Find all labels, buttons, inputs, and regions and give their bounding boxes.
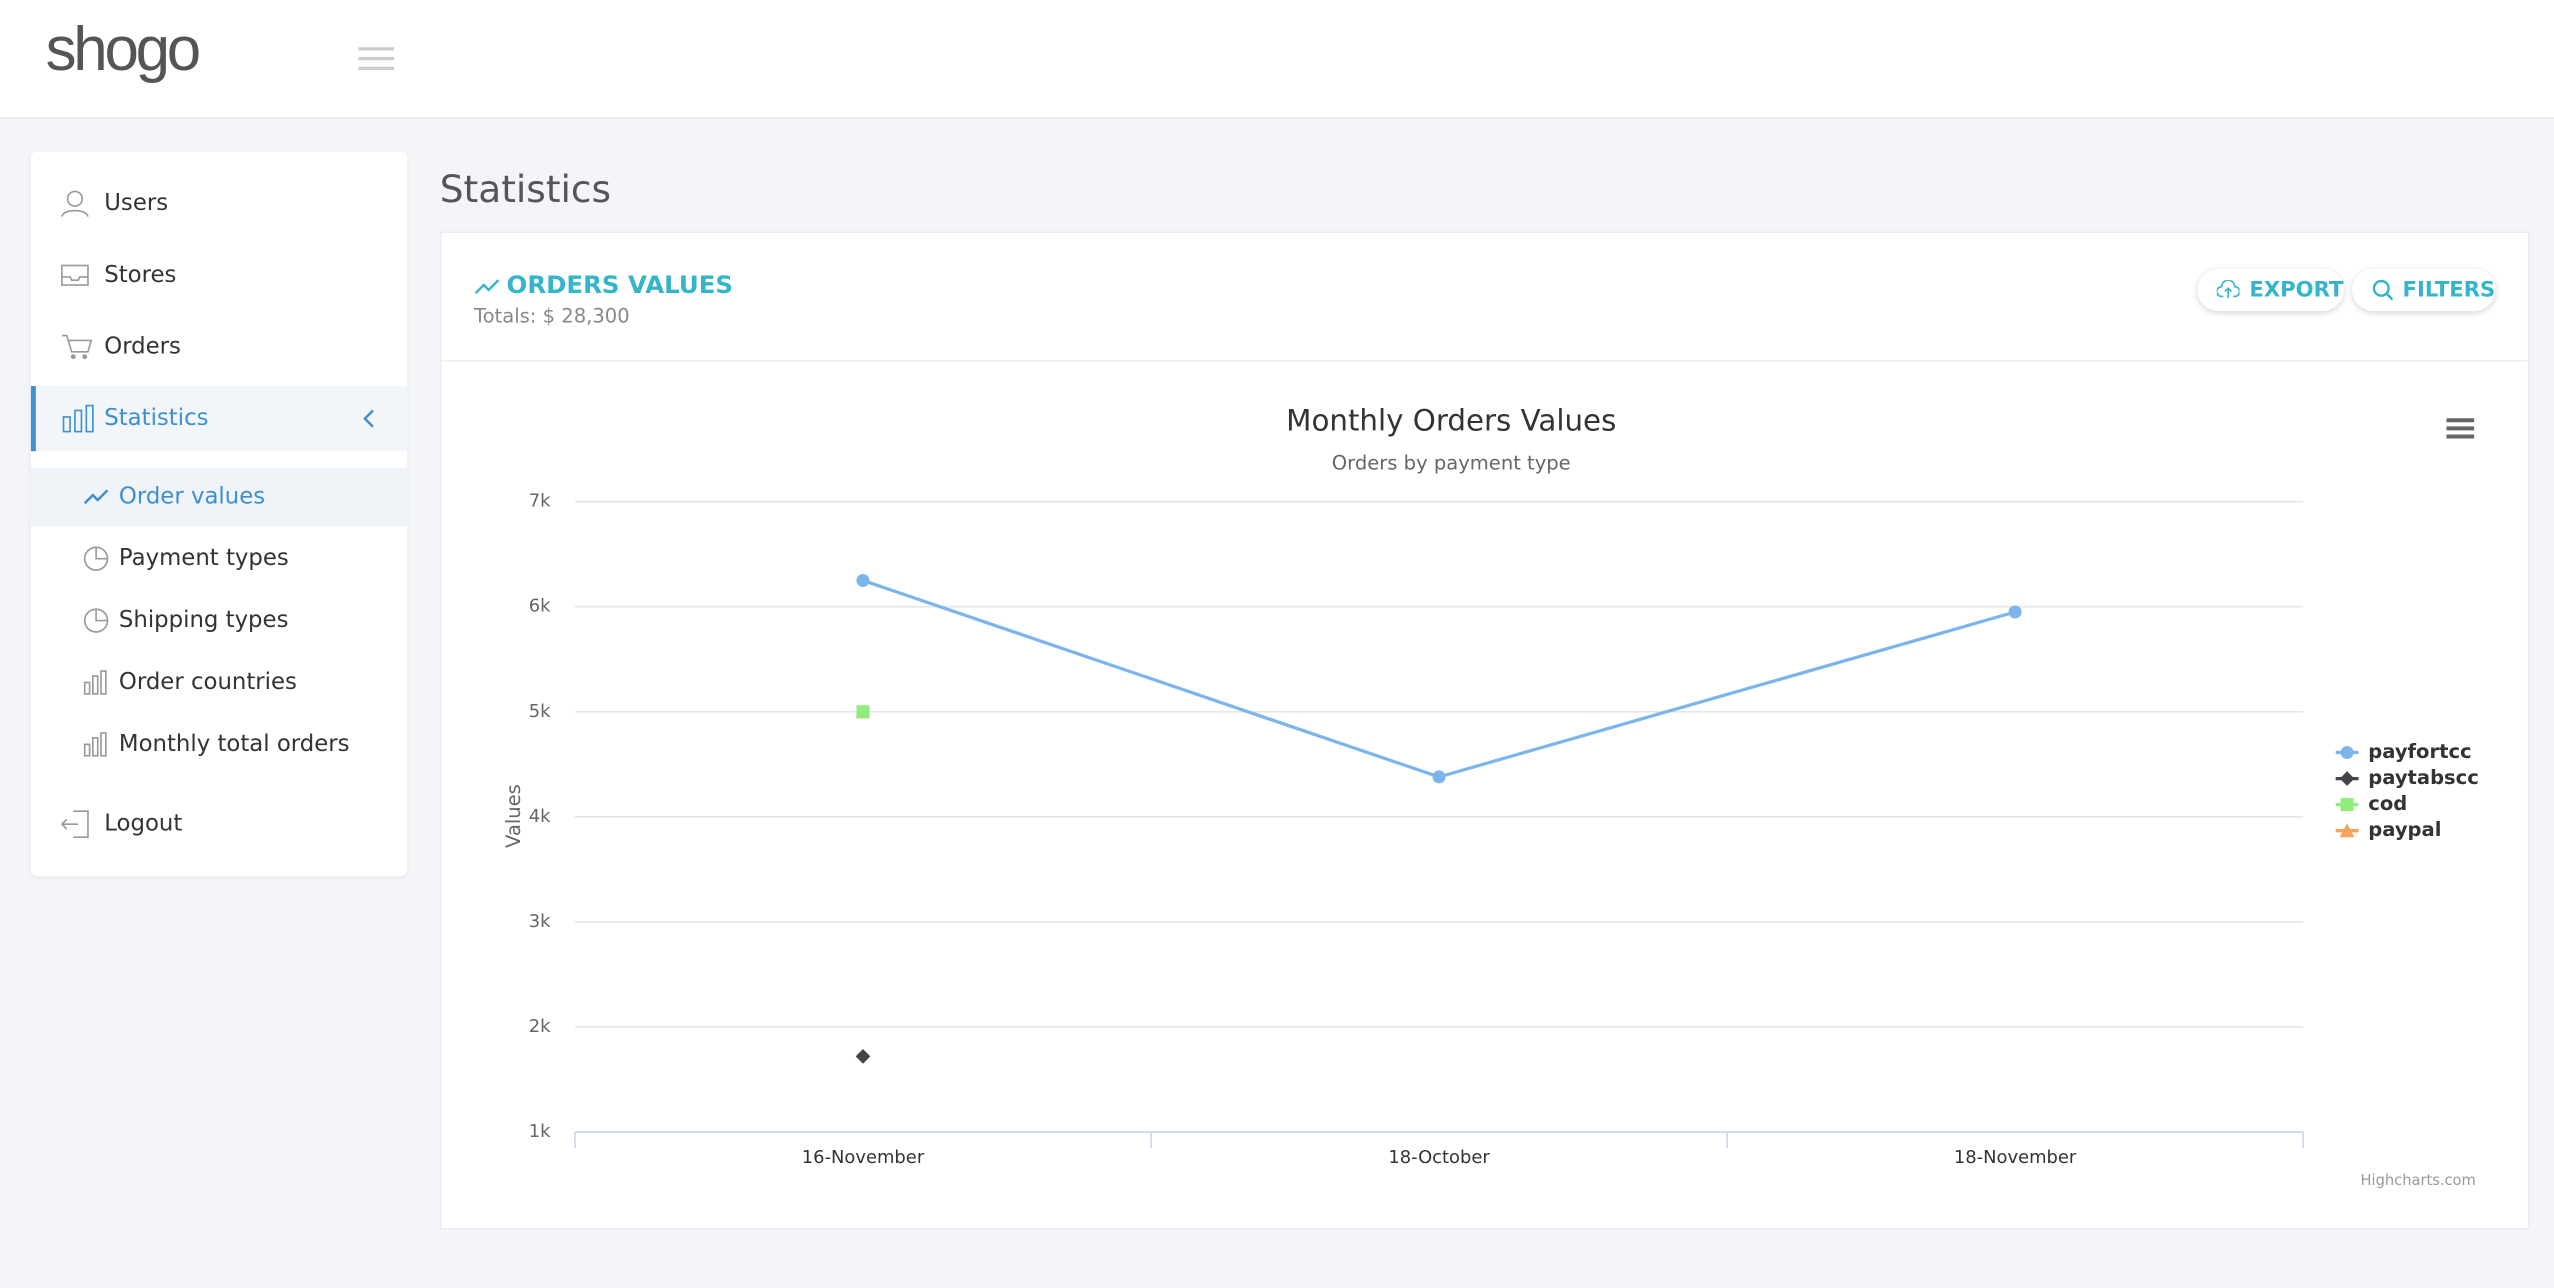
y-tick-label: 5k: [529, 701, 551, 722]
legend-symbol: [2339, 771, 2355, 786]
icon: [61, 334, 93, 360]
series-line: [862, 578, 2016, 779]
sub-shipping-types[interactable]: Shipping types: [31, 591, 407, 650]
filters-button[interactable]: FILTERS: [2351, 268, 2496, 312]
nav-label: Orders: [104, 333, 181, 360]
icon: [2372, 279, 2393, 301]
card-totals: Totals: $ 28,300: [473, 304, 630, 328]
nav-stores[interactable]: Stores: [31, 243, 407, 308]
sidebar: Users Stores Orders Statistics Order val…: [30, 151, 408, 877]
icon: [2216, 280, 2240, 299]
sub-order-countries[interactable]: Order countries: [31, 653, 407, 712]
nav-label: Statistics: [104, 405, 209, 432]
sub-order-values[interactable]: Order values: [30, 467, 408, 527]
icon: [61, 264, 89, 286]
legend-symbol: [2340, 745, 2354, 760]
nav-label: Logout: [104, 811, 183, 838]
legend-symbol: [2340, 798, 2354, 812]
x-tick-label: 18-November: [1954, 1147, 2077, 1168]
chart-card: ORDERS VALUES Totals: $ 28,300 EXPORT FI…: [439, 231, 2530, 1230]
x-tick-label: 18-October: [1388, 1147, 1490, 1168]
nav-label: Monthly total orders: [118, 731, 350, 758]
legend-label: paytabscc: [2368, 766, 2479, 789]
y-tick-label: 4k: [529, 806, 551, 827]
y-tick-label: 3k: [529, 911, 551, 932]
top-bar: shogo: [0, 0, 2554, 119]
y-tick-label: 6k: [529, 596, 551, 617]
y-tick-label: 7k: [529, 491, 551, 512]
chevron: [363, 409, 374, 428]
page-title: Statistics: [439, 169, 612, 212]
data-point: [1432, 770, 1446, 784]
logo[interactable]: shogo: [45, 16, 202, 85]
nav-label: Order values: [118, 483, 266, 510]
icon: [83, 670, 107, 695]
sub-monthly-total-orders[interactable]: Monthly total orders: [31, 715, 407, 774]
icon: [62, 404, 94, 433]
nav-label: Order countries: [118, 669, 297, 696]
nav-logout[interactable]: Logout: [31, 792, 407, 857]
icon: [61, 190, 89, 218]
chart-subtitle: Orders by payment type: [1332, 452, 1571, 475]
nav-label: Stores: [104, 262, 177, 289]
legend-symbol: [2339, 823, 2355, 838]
card-icon: [474, 279, 500, 295]
icon: [83, 489, 109, 505]
data-point: [855, 1049, 871, 1064]
icon: [83, 732, 107, 757]
menu-toggle[interactable]: [358, 46, 395, 72]
divider: [441, 359, 2528, 362]
export-menu[interactable]: [2443, 416, 2476, 444]
nav-label: Users: [104, 190, 169, 217]
x-tick-label: 16-November: [802, 1147, 925, 1168]
icon: [60, 810, 89, 839]
icon: [83, 546, 109, 571]
button-label: FILTERS: [2402, 277, 2496, 303]
data-point: [856, 573, 870, 587]
data-point: [2008, 605, 2022, 619]
nav-statistics[interactable]: Statistics: [30, 386, 408, 452]
icon: [83, 608, 109, 633]
sub-payment-types[interactable]: Payment types: [31, 529, 407, 588]
y-tick-label: 1k: [529, 1121, 551, 1142]
legend-label: payfortcc: [2368, 740, 2471, 763]
legend-label: cod: [2368, 792, 2407, 815]
y-tick-label: 2k: [529, 1016, 551, 1037]
legend-label: paypal: [2368, 818, 2441, 841]
nav-label: Shipping types: [118, 607, 289, 634]
export-button[interactable]: EXPORT: [2197, 268, 2344, 312]
data-point: [856, 705, 870, 719]
card-title: ORDERS VALUES: [506, 270, 734, 300]
y-axis-label: Values: [502, 784, 525, 848]
credit: Highcharts.com: [2361, 1172, 2476, 1189]
nav-users[interactable]: Users: [31, 171, 407, 236]
nav-orders[interactable]: Orders: [31, 314, 407, 379]
nav-label: Payment types: [118, 545, 289, 572]
button-label: EXPORT: [2249, 277, 2344, 303]
chart-title: Monthly Orders Values: [1286, 403, 1616, 437]
